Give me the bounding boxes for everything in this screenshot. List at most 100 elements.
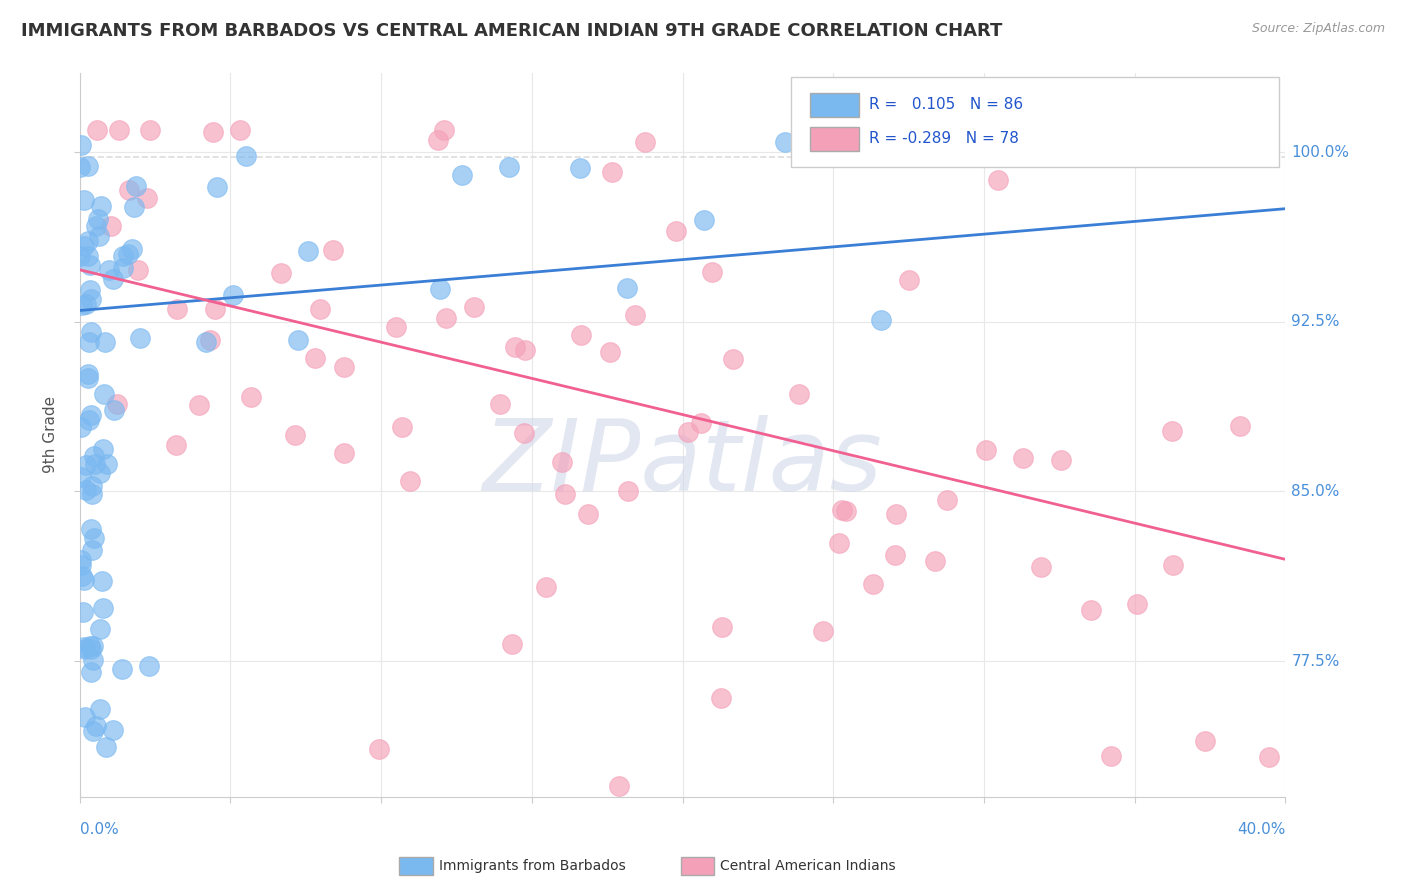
Point [434, 310, 457, 325]
Text: Source: ZipAtlas.com: Source: ZipAtlas.com [1251, 22, 1385, 36]
Point [924, 554, 946, 568]
Point [332, 446, 354, 460]
Point [89, 466, 111, 480]
Point [398, 474, 420, 488]
Point [270, 266, 292, 280]
Point [391, 420, 413, 434]
Point [221, 288, 243, 302]
Point [127, 262, 149, 277]
Point [84, 219, 107, 233]
Point [568, 161, 591, 175]
Point [70, 419, 93, 434]
Point [70, 298, 93, 312]
Point [77, 249, 100, 263]
Point [94, 334, 117, 349]
Point [602, 165, 624, 179]
Point [82, 542, 104, 557]
Point [90, 199, 112, 213]
Point [82, 653, 104, 667]
Point [70, 138, 93, 153]
Point [433, 122, 456, 136]
Point [195, 335, 218, 350]
Point [138, 659, 160, 673]
Point [89, 622, 111, 636]
Point [73, 573, 96, 587]
Point [205, 180, 228, 194]
Point [79, 258, 101, 272]
Point [1161, 424, 1184, 438]
Point [1126, 597, 1149, 611]
Point [576, 507, 599, 521]
Text: ZIPatlas: ZIPatlas [482, 416, 883, 512]
Point [111, 662, 134, 676]
Point [75, 297, 97, 311]
Point [322, 243, 344, 257]
Point [789, 387, 811, 401]
Point [94, 740, 117, 755]
Point [333, 359, 356, 374]
Point [554, 487, 576, 501]
Point [693, 213, 716, 227]
Point [80, 292, 103, 306]
Point [129, 331, 152, 345]
Point [75, 710, 97, 724]
Point [79, 408, 101, 422]
Point [77, 159, 100, 173]
Point [87, 211, 110, 226]
Point [676, 425, 699, 439]
Point [125, 179, 148, 194]
Point [165, 438, 187, 452]
Point [987, 173, 1010, 187]
Point [93, 387, 115, 401]
FancyBboxPatch shape [792, 77, 1279, 167]
Text: 92.5%: 92.5% [1291, 314, 1340, 329]
Point [98, 262, 121, 277]
Point [624, 309, 647, 323]
Point [665, 223, 688, 237]
Point [108, 122, 131, 136]
Point [721, 351, 744, 366]
Point [1161, 558, 1184, 573]
Point [501, 637, 523, 651]
Point [100, 219, 122, 233]
Text: IMMIGRANTS FROM BARBADOS VS CENTRAL AMERICAN INDIAN 9TH GRADE CORRELATION CHART: IMMIGRANTS FROM BARBADOS VS CENTRAL AMER… [21, 22, 1002, 40]
Point [70, 569, 93, 583]
Point [607, 779, 630, 793]
Point [72, 605, 94, 619]
Point [91, 574, 114, 588]
Point [935, 492, 957, 507]
Point [1080, 603, 1102, 617]
Point [811, 624, 834, 639]
Point [117, 246, 139, 260]
Point [187, 398, 209, 412]
Point [80, 665, 103, 679]
Point [118, 183, 141, 197]
Point [884, 507, 907, 521]
Point [73, 239, 96, 253]
Point [368, 742, 391, 756]
Point [297, 244, 319, 258]
Point [166, 301, 188, 316]
Point [536, 580, 558, 594]
Text: 40.0%: 40.0% [1237, 822, 1285, 837]
Point [83, 449, 105, 463]
Point [101, 723, 124, 737]
Point [122, 200, 145, 214]
Point [599, 344, 621, 359]
Point [239, 390, 262, 404]
Point [73, 640, 96, 654]
Point [571, 328, 593, 343]
Point [201, 125, 224, 139]
Point [96, 457, 118, 471]
Point [70, 552, 93, 566]
Point [80, 478, 103, 492]
Point [869, 313, 891, 327]
Y-axis label: 9th Grade: 9th Grade [44, 396, 58, 474]
Point [91, 601, 114, 615]
Point [498, 160, 520, 174]
Point [121, 242, 143, 256]
Point [884, 548, 907, 562]
Point [831, 503, 853, 517]
FancyBboxPatch shape [810, 93, 859, 117]
Point [229, 122, 252, 136]
